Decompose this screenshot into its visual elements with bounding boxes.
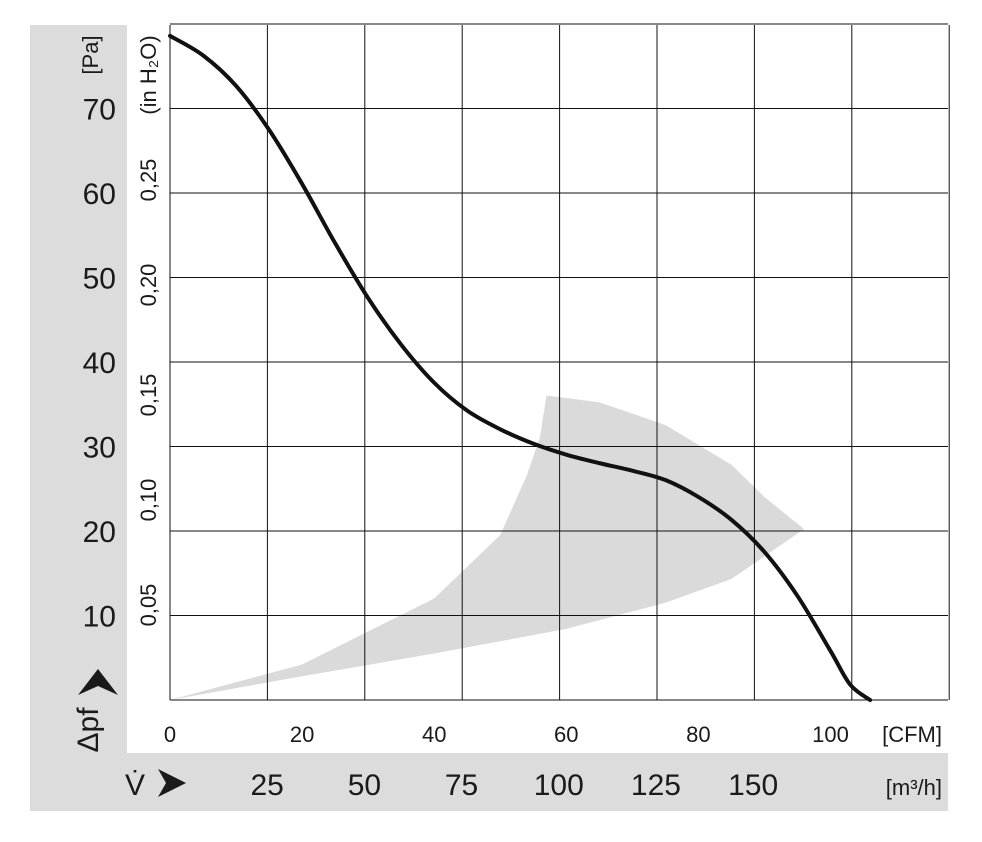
x-axis-arrow-icon	[158, 769, 186, 797]
y-tick-label-inh2o: 0,15	[136, 374, 161, 417]
performance-curve	[168, 33, 873, 702]
y-tick-label-pa: 30	[83, 432, 116, 465]
x-tick-label-cfm: 20	[290, 722, 314, 747]
y-axis-band	[30, 25, 127, 753]
y-tick-label-pa: 10	[83, 601, 116, 634]
y-tick-label-pa: 20	[83, 516, 116, 549]
x-unit-cfm: [CFM]	[882, 722, 942, 747]
x-tick-label-m3h: 25	[251, 769, 284, 802]
y-axis-arrow-icon	[78, 669, 118, 695]
y-tick-label-inh2o: 0,05	[136, 584, 161, 627]
x-unit-m3h: [m³/h]	[886, 775, 942, 800]
x-tick-label-m3h: 75	[445, 769, 478, 802]
x-tick-label-m3h: 100	[534, 769, 584, 802]
y-tick-label-pa: 50	[83, 263, 116, 296]
y-tick-label-inh2o: 0,25	[136, 159, 161, 202]
y-tick-label-pa: 70	[83, 94, 116, 127]
x-tick-label-m3h: 50	[348, 769, 381, 802]
operating-region	[170, 395, 805, 700]
y-tick-label-pa: 60	[83, 178, 116, 211]
x-tick-label-cfm: 40	[422, 722, 446, 747]
y-tick-label-inh2o: 0,20	[136, 264, 161, 307]
y-tick-label-inh2o: 0,10	[136, 479, 161, 522]
x-tick-label-cfm: 100	[812, 722, 849, 747]
x-symbol: V̇	[125, 769, 145, 802]
x-tick-label-cfm: 60	[554, 722, 578, 747]
x-tick-label-m3h: 150	[728, 769, 778, 802]
y-unit-pa: [Pa]	[78, 35, 103, 74]
x-tick-label-cfm: 80	[686, 722, 710, 747]
x-tick-label-m3h: 125	[631, 769, 681, 802]
x-tick-label-cfm: 0	[164, 722, 176, 747]
y-unit-inh2o: (in H₂O)	[136, 35, 161, 114]
y-tick-label-pa: 40	[83, 347, 116, 380]
y-symbol: Δpf	[72, 707, 105, 753]
